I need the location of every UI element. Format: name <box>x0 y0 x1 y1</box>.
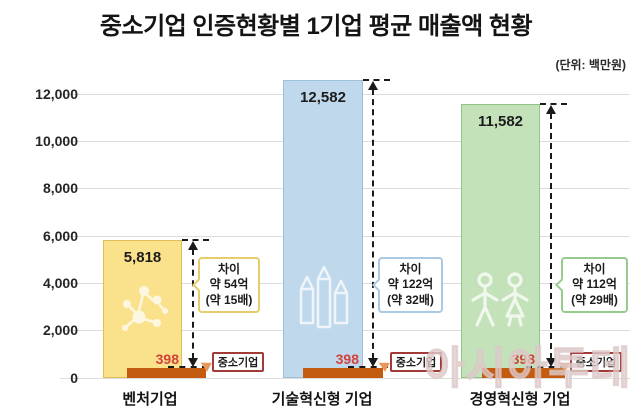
y-tick: 10,000 <box>35 133 78 149</box>
top-dashed-line <box>182 239 209 241</box>
unit-label: (단위: 백만원) <box>555 58 626 72</box>
sme-value-label: 398 <box>511 351 535 367</box>
difference-callout-tech: 차이 약 122억 (약 32배) <box>372 257 443 313</box>
callout-line: 약 54억 <box>209 277 249 292</box>
sme-tag: 중소기업 <box>390 352 442 372</box>
bar-sme-mgmt <box>482 368 565 378</box>
difference-arrow-line <box>192 249 194 359</box>
sme-tag: 중소기업 <box>212 352 264 372</box>
bar-mgmt-innovation: 11,582 <box>461 104 540 378</box>
difference-callout-mgmt: 차이 약 112억 (약 29배) <box>555 257 628 313</box>
y-tick: 6,000 <box>42 228 78 244</box>
difference-arrow-line <box>372 89 374 359</box>
bottom-dashed-line <box>348 366 388 368</box>
y-tick: 8,000 <box>42 180 78 196</box>
molecule-icon <box>122 286 168 331</box>
top-dashed-line <box>540 103 567 105</box>
top-dashed-line <box>363 79 390 81</box>
y-tick: 4,000 <box>42 275 78 291</box>
callout-line: 약 112억 <box>572 277 617 292</box>
callout-line: 차이 <box>399 261 422 276</box>
arrow-down-icon <box>188 358 198 367</box>
arrow-down-icon <box>546 358 556 367</box>
sme-value-label: 398 <box>155 351 179 367</box>
bar-value-label: 11,582 <box>477 113 524 130</box>
arrow-up-icon <box>368 81 378 90</box>
chart-title: 중소기업 인증현황별 1기업 평균 매출액 현황 <box>99 13 533 40</box>
y-tick: 2,000 <box>42 322 78 338</box>
bar-sme-tech <box>303 368 383 378</box>
y-tick: 0 <box>70 370 78 386</box>
callout-line: 약 122억 <box>387 277 434 292</box>
bar-venture: 5,818 <box>103 240 182 378</box>
difference-arrow-line <box>550 113 552 359</box>
callout-line: 차이 <box>217 261 241 276</box>
sme-value-label: 398 <box>335 351 359 367</box>
arrow-up-icon <box>188 241 198 250</box>
bottom-dashed-line <box>526 366 566 368</box>
callout-line: (약 15배) <box>205 292 253 307</box>
bar-value-label: 5,818 <box>123 249 162 266</box>
arrow-down-icon <box>368 358 378 367</box>
category-label-mgmt: 경영혁신형 기업 <box>469 391 571 408</box>
callout-line: (약 29배) <box>571 292 618 307</box>
people-icon <box>471 272 529 327</box>
arrow-up-icon <box>546 105 556 114</box>
bar-tech-innovation: 12,582 <box>283 80 363 378</box>
callout-line: 차이 <box>583 261 606 276</box>
difference-callout-venture: 차이 약 54억 (약 15배) <box>192 257 260 313</box>
pencils-icon <box>299 265 349 329</box>
y-tick: 12,000 <box>35 86 78 102</box>
bar-value-label: 12,582 <box>300 89 346 106</box>
gridline-0 <box>60 378 630 379</box>
sme-tag: 중소기업 <box>570 352 622 372</box>
callout-line: (약 32배) <box>387 292 434 307</box>
category-label-tech: 기술혁신형 기업 <box>271 391 373 408</box>
bottom-dashed-line <box>168 366 208 368</box>
category-label-venture: 벤처기업 <box>122 391 178 408</box>
bar-sme-venture <box>127 368 206 378</box>
